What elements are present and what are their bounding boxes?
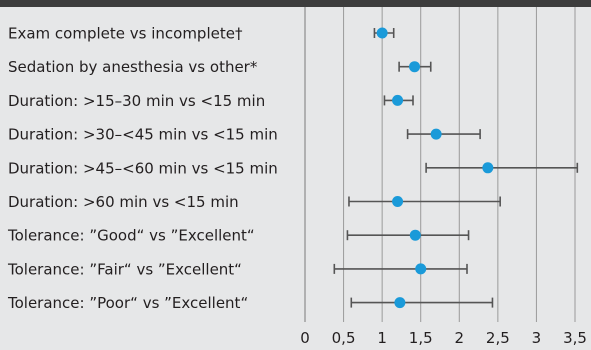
row-label: Duration: >30–<45 min vs <15 min [8,126,278,144]
tick-label: 0,5 [332,329,356,347]
estimates [333,27,579,309]
estimate-point [392,196,404,207]
estimate-point [415,263,427,275]
estimate-point [430,128,442,140]
row-label: Tolerance: ”Good“ vs ”Excellent“ [7,227,255,245]
tick-label: 2 [455,329,465,347]
estimate-point [392,94,404,106]
tick-label: 1 [377,329,387,347]
tick-label: 0 [300,329,310,347]
row-label: Duration: >45–<60 min vs <15 min [8,159,278,177]
row-label: Tolerance: ”Fair“ vs ”Excellent“ [7,260,242,278]
row-label: Sedation by anesthesia vs other* [8,58,258,76]
estimate-point [482,162,494,174]
grid-lines [304,7,576,322]
x-axis-ticks: 0 0,5 1 1,5 2 2,5 3 3,5 [300,329,587,347]
row-label: Duration: >60 min vs <15 min [8,193,239,211]
estimate-point [376,27,388,39]
estimate-point [394,297,406,309]
row-labels: Exam complete vs incomplete† Sedation by … [7,25,278,313]
tick-label: 2,5 [486,329,510,347]
tick-label: 3 [532,329,542,347]
estimate-point [409,229,421,241]
row-label: Duration: >15–30 min vs <15 min [8,92,265,110]
row-label: Exam complete vs incomplete† [8,25,243,43]
tick-label: 3,5 [563,329,587,347]
row-label: Tolerance: ”Poor“ vs ”Excellent“ [7,294,248,312]
header-band [0,0,591,7]
estimate-point [409,61,421,73]
tick-label: 1,5 [409,329,433,347]
